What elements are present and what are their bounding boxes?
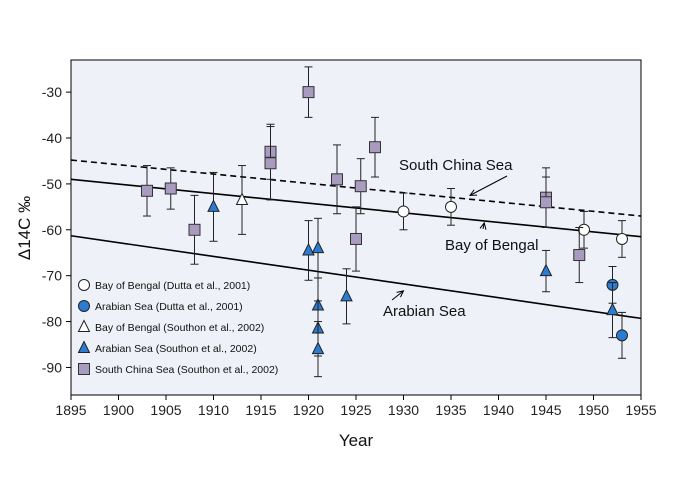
data-point — [539, 263, 553, 277]
data-point — [616, 329, 628, 342]
y-tick-label: -60 — [42, 222, 62, 238]
x-tick-label: 1915 — [245, 402, 276, 418]
x-tick-label: 1930 — [388, 402, 419, 418]
data-point — [397, 205, 410, 218]
data-point — [311, 240, 325, 254]
trend-line — [70, 159, 642, 217]
legend-marker — [77, 340, 91, 353]
y-axis: -90 -80 -70 -60 -50 -40 -30 — [42, 84, 71, 375]
data-point — [302, 242, 315, 256]
annotation-label: Arabian Sea — [383, 303, 466, 320]
data-point — [445, 200, 457, 213]
legend-label: Bay of Bengal (Southon et al., 2002) — [95, 322, 264, 334]
data-point — [141, 184, 153, 197]
x-tick-label: 1940 — [483, 402, 514, 418]
legend-marker — [78, 300, 90, 312]
annotation-arrowhead — [396, 290, 405, 298]
y-tick-label: -70 — [42, 268, 62, 284]
data-point — [616, 232, 628, 245]
y-tick-label: -80 — [42, 314, 62, 330]
legend-label: Arabian Sea (Dutta et al., 2001) — [95, 301, 243, 313]
legend-marker — [78, 363, 90, 375]
x-tick-label: 1920 — [293, 402, 324, 418]
y-tick-label: -30 — [42, 84, 62, 100]
data-point — [331, 173, 343, 186]
x-axis: 1895 1900 1905 1910 1915 1920 1925 1930 1935 1940… — [55, 395, 657, 418]
x-tick-label: 1905 — [150, 402, 181, 418]
x-tick-label: 1950 — [578, 402, 609, 418]
annotation-arrowhead — [468, 189, 478, 196]
legend-marker — [77, 319, 91, 332]
annotation-arrowhead — [479, 221, 487, 230]
x-tick-label: 1935 — [435, 402, 466, 418]
x-tick-label: 1925 — [340, 402, 371, 418]
trend-line — [70, 234, 642, 320]
data-point — [369, 141, 381, 154]
data-point — [164, 182, 177, 195]
annotation-label: South China Sea — [399, 157, 513, 174]
data-point — [354, 180, 367, 193]
data-point — [540, 196, 552, 209]
y-axis-title: Δ14C ‰ — [15, 196, 34, 260]
x-tick-label: 1955 — [625, 402, 656, 418]
data-point — [573, 249, 586, 262]
annotation-label: Bay of Bengal — [445, 237, 538, 254]
legend-marker — [78, 279, 90, 291]
data-point — [350, 232, 362, 245]
x-axis-title: Year — [339, 431, 374, 450]
legend-label: Arabian Sea (Southon et al., 2002) — [95, 343, 257, 355]
data-point — [188, 223, 201, 236]
legend-label: South China Sea (Southon et al., 2002) — [95, 364, 278, 376]
annotation-arrow — [469, 175, 508, 196]
legend-label: Bay of Bengal (Dutta et al., 2001) — [95, 280, 250, 292]
annotations: South China Sea Bay of Bengal Arabian Sea — [383, 157, 538, 320]
data-point — [340, 288, 353, 302]
y-tick-label: -40 — [42, 130, 62, 146]
annotation-arrow — [391, 290, 404, 301]
data-point — [264, 157, 277, 170]
x-tick-label: 1895 — [55, 402, 86, 418]
data-points — [141, 66, 628, 378]
y-tick-label: -50 — [42, 176, 62, 192]
y-tick-label: -90 — [42, 359, 62, 375]
data-point — [235, 192, 249, 205]
x-tick-label: 1945 — [530, 402, 561, 418]
data-point — [302, 86, 315, 99]
x-tick-label: 1910 — [198, 402, 229, 418]
data-point — [578, 223, 590, 236]
data-point — [606, 302, 619, 316]
legend: Bay of Bengal (Dutta et al., 2001) Arabia… — [77, 279, 278, 376]
data-point — [311, 341, 325, 355]
x-tick-label: 1900 — [103, 402, 134, 418]
data-point — [207, 199, 220, 212]
